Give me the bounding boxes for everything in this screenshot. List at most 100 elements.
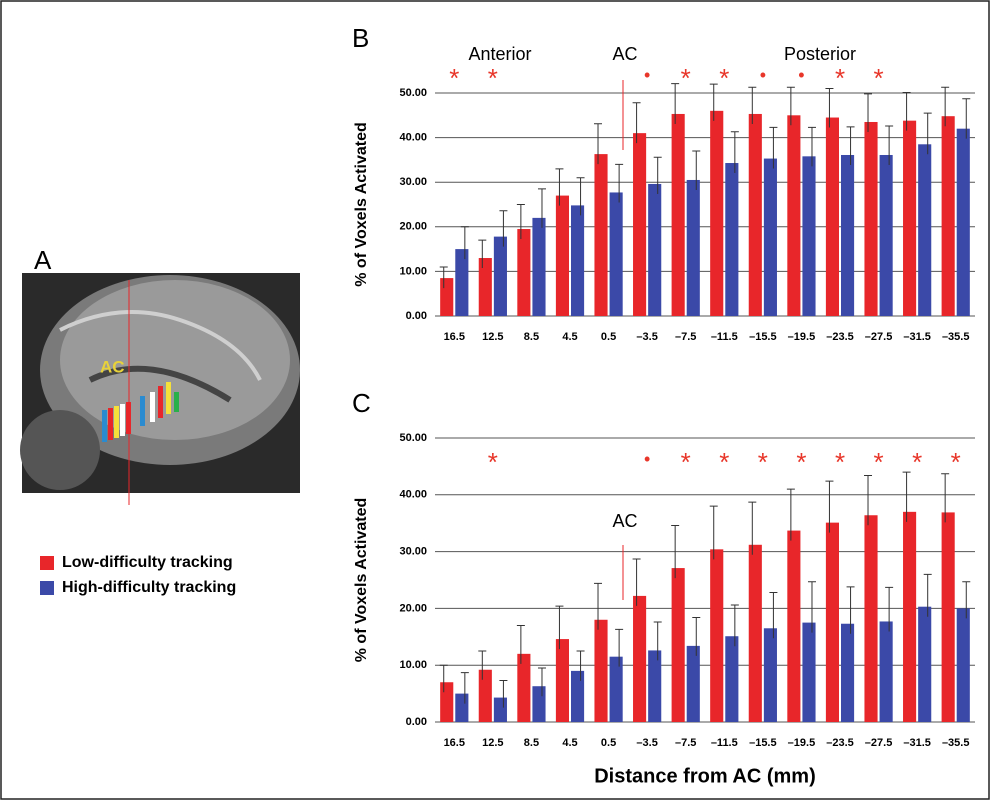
bar (918, 144, 932, 316)
y-tick-label: 50.00 (399, 87, 427, 99)
legend-label: High-difficulty tracking (62, 579, 236, 596)
error-bar (923, 573, 932, 617)
bar (609, 656, 623, 722)
bar (903, 120, 917, 316)
error-bar (709, 505, 718, 560)
bar (710, 549, 724, 722)
error-bar (786, 86, 795, 126)
significance-marker: * (874, 447, 884, 477)
bar (686, 179, 700, 316)
bar (748, 113, 762, 316)
bar (517, 229, 531, 316)
error-bar (516, 624, 525, 664)
significance-marker: * (796, 447, 806, 477)
y-tick-label: 40.00 (399, 132, 427, 144)
bar (571, 670, 585, 722)
error-bar (537, 188, 546, 228)
error-bar (439, 266, 448, 289)
bar (594, 619, 608, 722)
bar (455, 249, 469, 316)
y-tick-label: 10.00 (399, 265, 427, 277)
bar (478, 258, 492, 316)
significance-marker: * (488, 447, 498, 477)
error-bar (825, 480, 834, 533)
error-bar (730, 604, 739, 647)
error-bar (769, 126, 778, 169)
bar (633, 133, 647, 316)
significance-marker: • (644, 65, 650, 85)
bar (571, 205, 585, 316)
y-tick-label: 0.00 (406, 310, 427, 322)
mri-image (20, 273, 300, 505)
panel-label: C (352, 388, 371, 418)
bar (555, 195, 569, 316)
x-tick-label: 12.5 (482, 331, 503, 343)
x-tick-label: –19.5 (788, 331, 816, 343)
error-bar (576, 650, 585, 681)
error-bar (864, 474, 873, 526)
error-bar (499, 680, 508, 708)
error-bar (807, 581, 816, 633)
region-label: AC (612, 511, 637, 531)
significance-marker: * (488, 63, 498, 93)
error-bar (962, 581, 971, 619)
x-tick-label: –27.5 (865, 737, 893, 749)
error-bar (709, 83, 718, 121)
error-bar (555, 605, 564, 650)
x-tick-label: 16.5 (444, 737, 465, 749)
y-tick-label: 20.00 (399, 221, 427, 233)
x-tick-label: 4.5 (562, 737, 577, 749)
x-tick-label: –11.5 (711, 737, 738, 749)
error-bar (671, 83, 680, 124)
significance-marker: * (681, 63, 691, 93)
y-tick-label: 50.00 (399, 432, 427, 444)
bar (555, 639, 569, 722)
x-tick-label: 8.5 (524, 331, 539, 343)
bar (879, 621, 893, 722)
error-bar (576, 177, 585, 216)
y-tick-label: 30.00 (399, 176, 427, 188)
error-bar (769, 591, 778, 639)
y-tick-label: 0.00 (406, 716, 427, 728)
bar (594, 154, 608, 316)
error-bar (692, 150, 701, 190)
panel-label: B (352, 23, 369, 53)
x-tick-label: –27.5 (865, 331, 893, 343)
bar (493, 236, 507, 316)
bar (825, 117, 839, 316)
error-bar (748, 86, 757, 124)
bar (903, 511, 917, 722)
x-tick-label: 12.5 (482, 737, 503, 749)
bar (941, 116, 955, 316)
error-bar (653, 156, 662, 194)
x-tick-label: –31.5 (903, 737, 931, 749)
y-axis-label: % of Voxels Activated (353, 498, 370, 663)
bar (864, 515, 878, 722)
error-bar (653, 621, 662, 661)
x-tick-label: –19.5 (788, 737, 816, 749)
significance-marker: * (835, 63, 845, 93)
error-bar (555, 168, 564, 206)
significance-marker: * (874, 63, 884, 93)
bar (455, 693, 469, 722)
x-tick-label: –3.5 (636, 331, 657, 343)
x-tick-label: 4.5 (562, 331, 577, 343)
error-bar (594, 123, 603, 165)
legend-swatch (40, 581, 54, 595)
region-label: Anterior (468, 44, 531, 64)
significance-marker: * (951, 447, 961, 477)
bar (671, 568, 685, 722)
y-axis-label: % of Voxels Activated (353, 122, 370, 287)
bar (725, 163, 739, 316)
bar (609, 192, 623, 316)
error-bar (902, 471, 911, 522)
significance-marker: * (681, 447, 691, 477)
x-tick-label: –23.5 (826, 737, 854, 749)
panel-label: A (34, 245, 52, 275)
bar (918, 606, 932, 722)
bar (956, 128, 970, 316)
error-bar (671, 524, 680, 579)
error-bar (825, 88, 834, 128)
error-bar (902, 92, 911, 131)
